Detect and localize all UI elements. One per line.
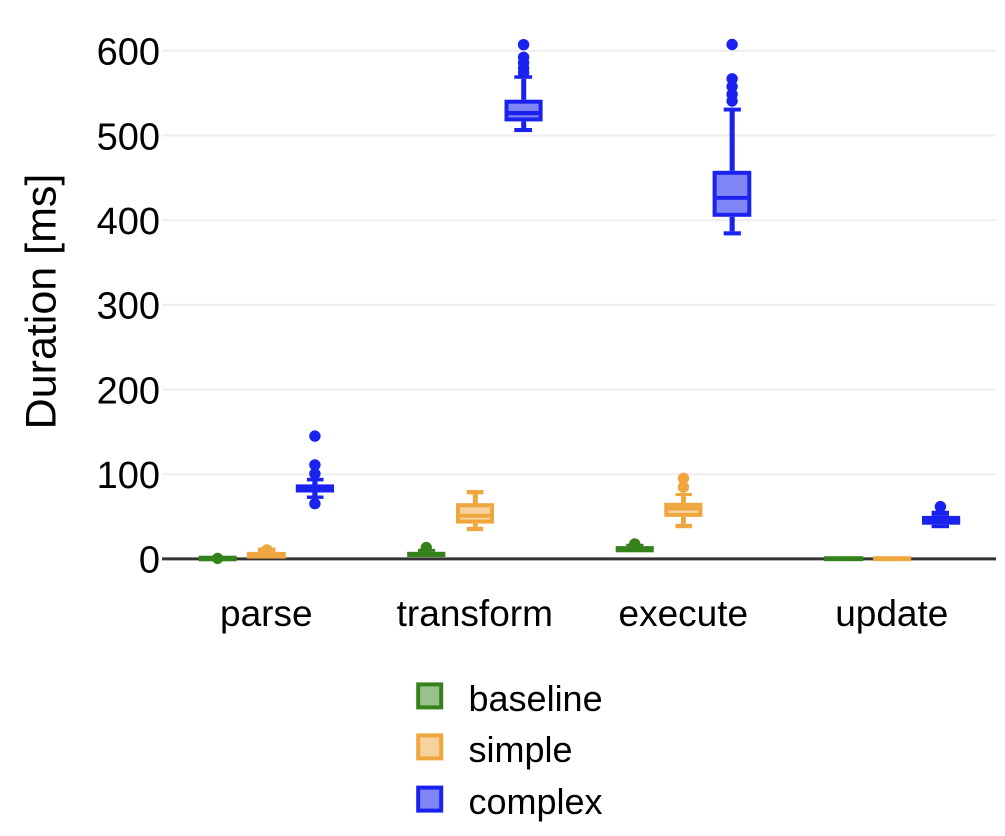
svg-text:parse: parse	[220, 593, 313, 634]
svg-text:300: 300	[97, 286, 160, 328]
svg-text:baseline: baseline	[469, 678, 603, 719]
svg-text:0: 0	[139, 540, 160, 582]
svg-text:400: 400	[97, 201, 160, 243]
svg-text:execute: execute	[619, 593, 749, 634]
svg-text:Duration [ms]: Duration [ms]	[17, 174, 65, 430]
svg-text:simple: simple	[469, 729, 573, 770]
svg-text:100: 100	[97, 455, 160, 497]
svg-text:complex: complex	[469, 781, 603, 822]
svg-text:200: 200	[97, 370, 160, 412]
svg-text:500: 500	[97, 116, 160, 158]
svg-text:transform: transform	[397, 593, 553, 634]
svg-text:update: update	[835, 593, 948, 634]
svg-text:600: 600	[97, 32, 160, 74]
